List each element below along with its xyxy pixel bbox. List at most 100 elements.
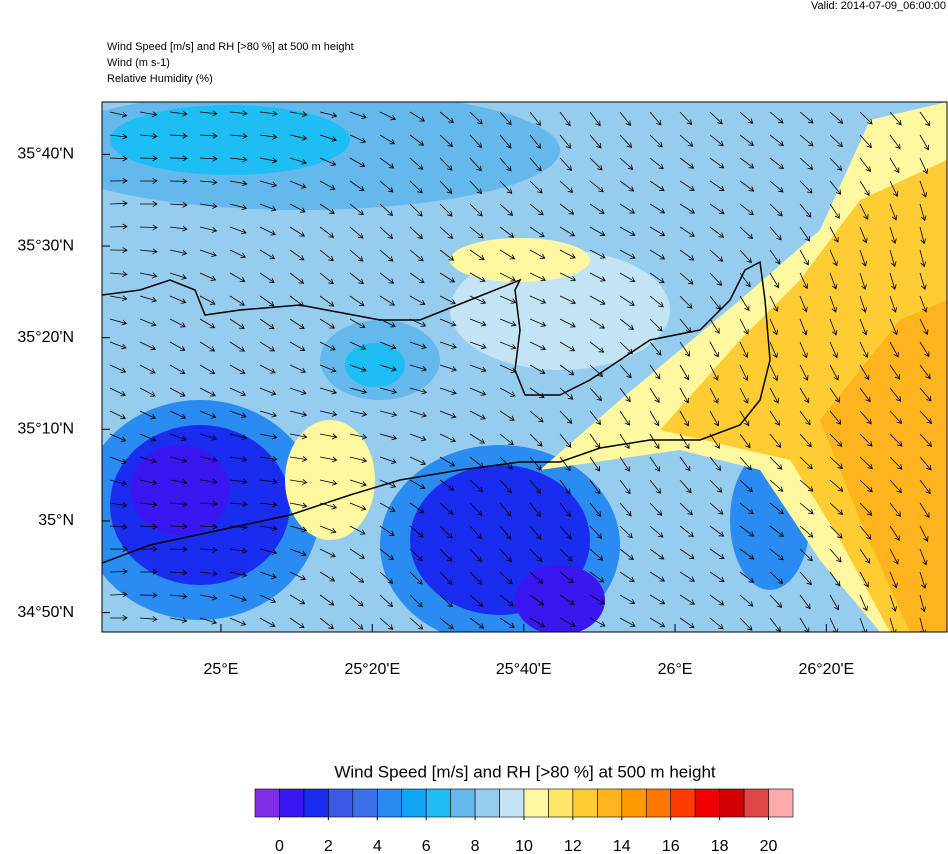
wind-arrow [769,364,779,382]
wind-arrow [169,433,187,442]
wind-arrow [349,525,366,535]
wind-arrow [499,617,515,628]
x-tick-label: 26°E [658,661,693,678]
wind-arrow [589,203,605,214]
wind-arrow [619,157,634,170]
wind-arrow [409,203,423,217]
wind-arrow [829,387,840,403]
wind-arrow [229,548,248,554]
wind-arrow [739,594,754,607]
wind-arrow [769,502,784,515]
wind-arrow [259,364,276,374]
colorbar-tick-label: 10 [515,838,533,854]
wind-arrow [139,111,158,118]
wind-arrow [169,132,188,139]
wind-arrow [259,410,278,418]
wind-arrow [409,318,427,327]
wind-arrow [649,617,666,628]
x-tick-label: 25°20'E [344,661,400,678]
wind-arrow [799,433,812,448]
field-blob [450,238,590,282]
wind-arrow [619,571,635,582]
wind-arrow [229,156,248,163]
wind-arrow [319,571,336,582]
wind-arrow [349,272,364,285]
wind-arrow [859,226,868,244]
wind-arrow [139,568,158,575]
wind-arrow [229,295,245,306]
wind-arrow [889,180,899,198]
wind-arrow [499,387,516,397]
wind-arrow [409,617,424,630]
colorbar-box [328,788,354,818]
wind-arrow [769,180,784,193]
wind-arrow [499,203,514,216]
wind-arrow [139,295,158,303]
wind-arrow [679,387,689,404]
wind-arrow [199,179,218,186]
wind-arrow [889,134,901,150]
wind-arrow [679,272,694,285]
y-tick-label: 35°30'N [17,237,74,254]
wind-arrow [769,318,778,336]
wind-arrow [319,364,337,373]
wind-arrow [349,249,364,262]
field-blob [130,445,230,535]
wind-arrow [829,157,843,171]
wind-arrow [349,571,365,583]
wind-arrow [409,456,427,466]
field-blob [515,565,605,632]
wind-arrow [109,502,128,508]
wind-arrow [139,501,158,508]
wind-arrow [859,548,871,564]
wind-arrow [289,571,307,581]
wind-arrow [889,502,902,517]
wind-arrow [529,571,544,584]
wind-arrow [109,295,128,302]
wind-arrow [229,387,247,397]
wind-arrow [649,594,666,605]
wind-arrow [469,226,484,239]
wind-arrow [859,433,873,447]
wind-arrow [859,456,873,470]
wind-arrow [319,318,336,329]
wind-arrow [919,594,927,613]
wind-arrow [739,456,752,471]
wind-arrow [289,502,308,509]
wind-arrow [199,341,216,352]
wind-arrow [709,571,725,583]
wind-arrow [259,157,278,164]
wind-arrow [109,200,128,207]
wind-arrow [499,525,512,540]
wind-arrow [319,157,337,166]
wind-arrow [859,272,867,290]
wind-arrow [649,456,660,472]
wind-arrow [349,594,364,607]
wind-arrow [169,272,187,280]
wind-arrow [499,410,515,421]
wind-arrow [109,591,128,598]
wind-arrow [319,203,335,214]
wind-arrow [529,341,547,351]
wind-arrow [409,157,424,170]
colorbar-box [450,788,476,818]
wind-arrow [619,594,636,605]
wind-arrow [199,155,218,162]
wind-arrow [379,571,394,584]
wind-arrow [739,433,751,449]
wind-arrow [319,295,335,307]
wind-arrow [439,341,457,349]
wind-arrow [499,341,517,350]
wind-arrow [799,249,809,266]
wind-arrow [889,111,902,126]
wind-arrow [709,410,719,427]
wind-arrow [559,571,574,584]
wind-arrow [289,525,308,533]
wind-arrow [499,318,517,327]
wind-arrow [319,180,336,190]
wind-arrow [739,295,750,312]
wind-arrow [529,111,541,126]
wind-arrow [499,295,517,304]
x-tick-label: 25°40'E [496,661,552,678]
wind-arrow [679,433,690,450]
